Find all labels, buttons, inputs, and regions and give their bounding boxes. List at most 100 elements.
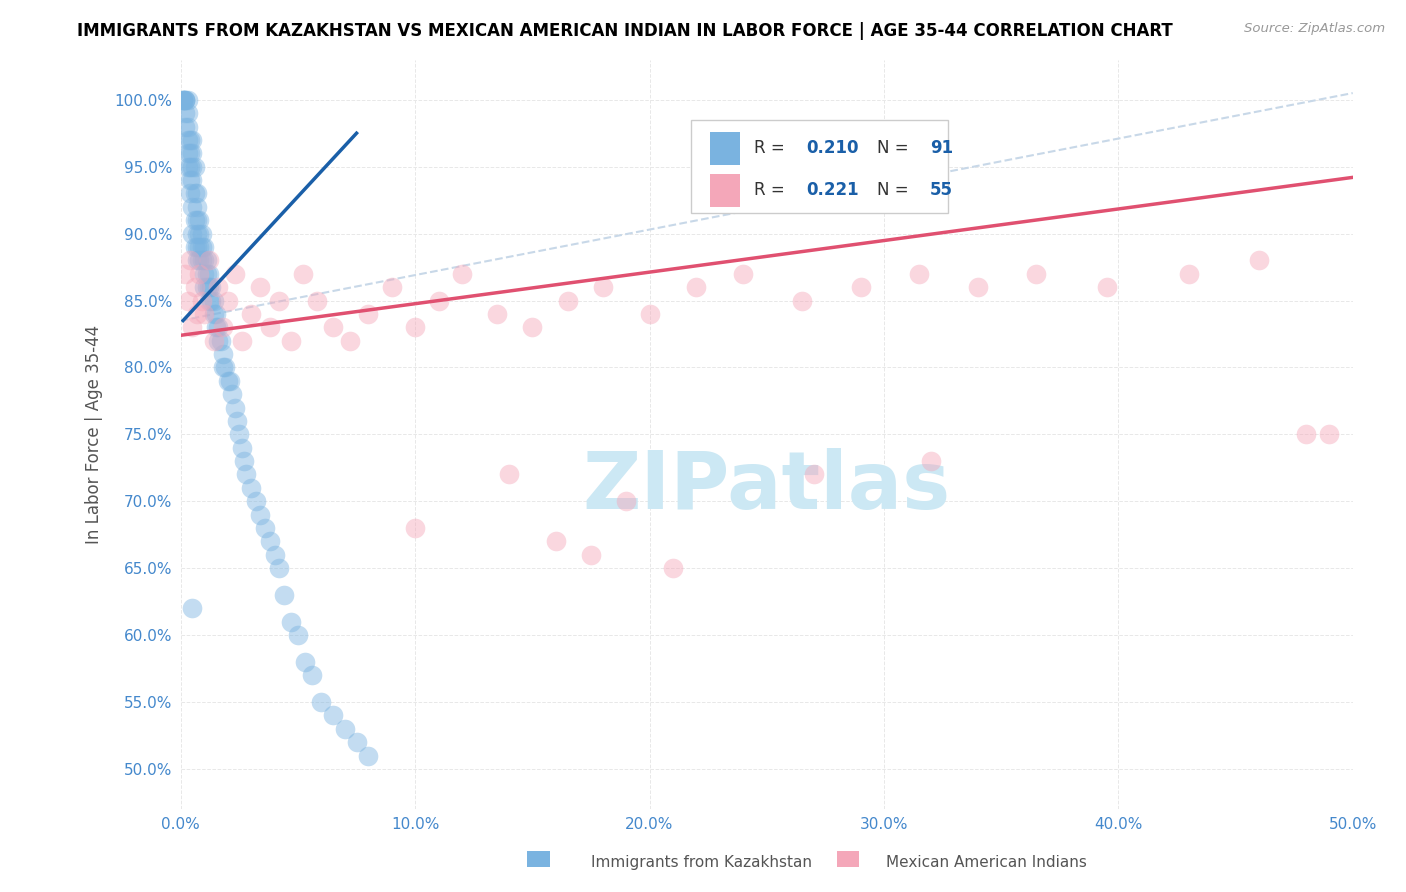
Point	[522, 320, 544, 334]
Point	[186, 213, 208, 227]
Point	[179, 146, 201, 161]
Point	[228, 427, 250, 442]
Point	[1177, 267, 1199, 281]
Point	[254, 521, 277, 535]
Point	[172, 93, 194, 107]
Point	[188, 267, 211, 281]
Point	[177, 106, 200, 120]
Point	[333, 722, 356, 736]
Point	[202, 334, 225, 348]
Point	[172, 93, 194, 107]
Point	[205, 320, 228, 334]
Point	[207, 334, 229, 348]
Point	[200, 280, 222, 294]
Point	[498, 467, 520, 482]
Point	[263, 548, 285, 562]
Point	[217, 293, 239, 308]
Point	[212, 347, 235, 361]
Point	[287, 628, 309, 642]
Point	[198, 267, 221, 281]
Point	[733, 267, 755, 281]
Point	[579, 548, 602, 562]
Point	[174, 267, 197, 281]
Point	[404, 521, 426, 535]
Point	[172, 93, 194, 107]
Point	[486, 307, 509, 321]
Point	[231, 334, 253, 348]
Point	[966, 280, 988, 294]
Bar	[710, 174, 740, 208]
Text: ZIPatlas: ZIPatlas	[582, 448, 950, 525]
Point	[685, 280, 707, 294]
Point	[198, 253, 221, 268]
Point	[638, 307, 661, 321]
Point	[280, 615, 302, 629]
Point	[202, 307, 225, 321]
Text: Mexican American Indians: Mexican American Indians	[886, 855, 1087, 870]
Point	[404, 320, 426, 334]
Point	[322, 708, 344, 723]
Point	[188, 213, 211, 227]
Point	[207, 320, 229, 334]
Point	[920, 454, 942, 468]
Point	[181, 200, 204, 214]
Point	[191, 253, 214, 268]
Point	[174, 93, 197, 107]
Point	[212, 360, 235, 375]
Point	[427, 293, 450, 308]
Point	[381, 280, 404, 294]
Point	[174, 120, 197, 134]
Point	[803, 467, 825, 482]
Text: 91: 91	[929, 139, 953, 157]
Point	[181, 173, 204, 187]
Text: 0.221: 0.221	[807, 181, 859, 199]
Point	[240, 307, 263, 321]
Point	[662, 561, 685, 575]
Point	[186, 200, 208, 214]
Point	[291, 267, 314, 281]
Point	[908, 267, 931, 281]
Point	[346, 735, 368, 749]
Point	[259, 320, 281, 334]
Point	[209, 334, 232, 348]
Text: R =: R =	[754, 139, 790, 157]
Text: Source: ZipAtlas.com: Source: ZipAtlas.com	[1244, 22, 1385, 36]
Point	[188, 227, 211, 241]
Point	[311, 695, 333, 709]
Point	[217, 374, 239, 388]
Point	[294, 655, 316, 669]
Point	[249, 508, 271, 522]
Point	[249, 280, 271, 294]
Point	[174, 93, 197, 107]
Point	[212, 320, 235, 334]
Point	[186, 240, 208, 254]
Text: 0.210: 0.210	[807, 139, 859, 157]
Point	[177, 133, 200, 147]
Point	[174, 93, 197, 107]
Point	[557, 293, 579, 308]
Point	[280, 334, 302, 348]
Point	[301, 668, 323, 682]
Point	[186, 227, 208, 241]
Point	[1317, 427, 1340, 442]
Point	[231, 441, 253, 455]
Text: R =: R =	[754, 181, 790, 199]
Point	[179, 160, 201, 174]
Text: 55: 55	[929, 181, 953, 199]
Point	[195, 267, 218, 281]
Point	[184, 240, 207, 254]
Point	[269, 561, 291, 575]
Point	[184, 213, 207, 227]
Point	[181, 146, 204, 161]
Point	[179, 173, 201, 187]
Point	[357, 748, 380, 763]
Point	[191, 240, 214, 254]
Point	[1095, 280, 1118, 294]
Point	[214, 360, 236, 375]
Point	[186, 307, 208, 321]
Point	[191, 293, 214, 308]
Point	[195, 280, 218, 294]
Point	[191, 227, 214, 241]
Point	[179, 133, 201, 147]
Point	[184, 280, 207, 294]
